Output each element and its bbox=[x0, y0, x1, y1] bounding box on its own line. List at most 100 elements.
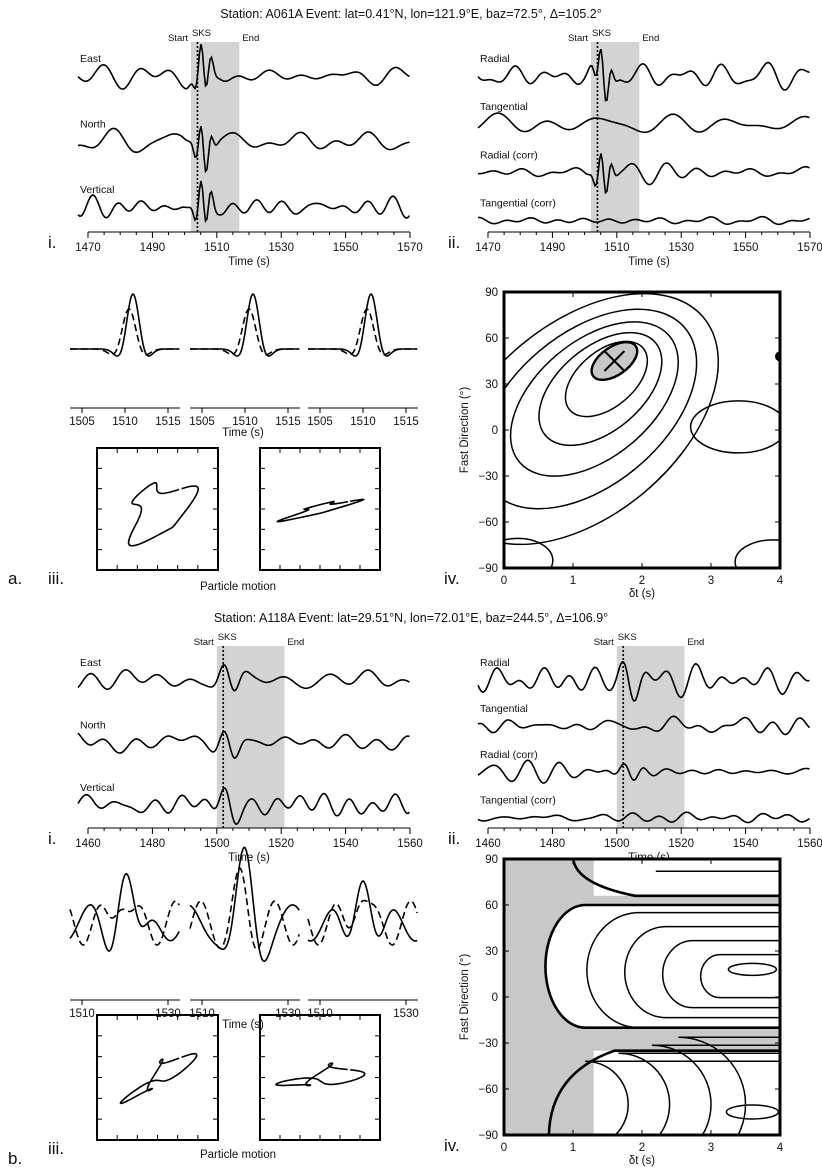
contour bbox=[725, 1104, 780, 1120]
channel-label: Vertical bbox=[80, 782, 114, 794]
waveform-comparison-3: 1505 1510 1515 bbox=[307, 293, 419, 428]
contour bbox=[572, 859, 780, 898]
tick-label: 1510 bbox=[204, 242, 230, 254]
waveform-comparison-1: 1510 1530 bbox=[69, 872, 181, 1020]
waveform-east bbox=[77, 663, 410, 692]
particle-motion-frame bbox=[96, 447, 219, 571]
waveform-radial-corr bbox=[477, 759, 810, 784]
y-tick-label: 30 bbox=[485, 946, 498, 958]
tick-label: 1510 bbox=[112, 416, 138, 428]
tick-label: 1460 bbox=[475, 838, 501, 850]
tick-label: 1540 bbox=[333, 838, 359, 850]
phase-label: SKS bbox=[218, 632, 237, 643]
y-tick-label: −90 bbox=[478, 563, 498, 575]
waveform-comparison-2: 1505 1510 1515 bbox=[189, 293, 301, 428]
contour bbox=[618, 1052, 780, 1135]
particle-motion-path bbox=[127, 481, 200, 547]
tick-label: 1470 bbox=[75, 242, 101, 254]
waveform-tangential-corr bbox=[477, 215, 810, 226]
waveform-comparison-3: 1510 1530 bbox=[307, 880, 419, 1020]
sub-panel-label: iv. bbox=[444, 569, 460, 588]
channel-label: North bbox=[80, 119, 106, 131]
x-axis-label: δt (s) bbox=[629, 588, 655, 600]
tick-label: 1550 bbox=[333, 242, 359, 254]
y-tick-label: 90 bbox=[485, 287, 498, 299]
channel-label: North bbox=[80, 719, 106, 731]
window-start-label: Start bbox=[594, 637, 614, 648]
waveform-fast bbox=[189, 846, 300, 963]
y-tick-label: 0 bbox=[492, 425, 498, 437]
x-axis-label: Time (s) bbox=[228, 852, 270, 864]
contour bbox=[547, 1049, 780, 1135]
sub-panel-label: ii. bbox=[448, 829, 460, 848]
x-tick-label: 1 bbox=[570, 1142, 576, 1154]
y-tick-label: 0 bbox=[492, 992, 498, 1004]
y-tick-label: −90 bbox=[478, 1130, 498, 1142]
analysis-window bbox=[591, 42, 640, 232]
tick-label: 1510 bbox=[232, 416, 258, 428]
contour-lobe bbox=[593, 1050, 780, 1135]
contour-lines bbox=[504, 292, 780, 568]
tick-label: 1520 bbox=[268, 838, 294, 850]
contour bbox=[623, 925, 780, 1019]
y-axis-label: Fast Direction (°) bbox=[459, 387, 471, 474]
waveform-slow bbox=[69, 900, 180, 946]
particle-motion-path bbox=[274, 1062, 366, 1087]
x-tick-label: 0 bbox=[501, 1142, 507, 1154]
waveform-fast bbox=[308, 293, 418, 357]
x-tick-label: 2 bbox=[639, 575, 645, 587]
phase-label: SKS bbox=[192, 28, 211, 39]
particle-motion-path bbox=[276, 498, 366, 523]
channel-label: Radial (corr) bbox=[480, 149, 538, 161]
tick-label: 1515 bbox=[155, 416, 181, 428]
y-tick-label: 30 bbox=[485, 379, 498, 391]
tick-label: 1550 bbox=[733, 242, 759, 254]
tick-label: 1560 bbox=[397, 838, 423, 850]
particle-motion-plot-1 bbox=[96, 1014, 219, 1141]
contour bbox=[504, 308, 698, 510]
tick-label: 1480 bbox=[540, 838, 566, 850]
contour bbox=[538, 331, 663, 447]
tick-label: 1510 bbox=[69, 1008, 95, 1020]
y-tick-label: −30 bbox=[478, 471, 498, 483]
panel-a-label: a. bbox=[8, 569, 22, 588]
tick-label: 1570 bbox=[797, 242, 822, 254]
window-end-label: End bbox=[642, 33, 659, 44]
contour bbox=[585, 1060, 780, 1135]
panel-a: Station: A061A Event: lat=0.41°N, lon=12… bbox=[8, 7, 602, 588]
contour bbox=[734, 539, 780, 568]
tick-label: 1540 bbox=[733, 838, 759, 850]
tick-label: 1510 bbox=[604, 242, 630, 254]
x-tick-label: 2 bbox=[639, 1142, 645, 1154]
waveform-slow bbox=[307, 899, 418, 946]
contour bbox=[678, 1036, 780, 1135]
tick-label: 1530 bbox=[268, 242, 294, 254]
y-tick-label: −60 bbox=[478, 1084, 498, 1096]
waveform-tangential bbox=[477, 715, 811, 736]
particle-motion-frame bbox=[96, 1014, 219, 1141]
channel-label: Radial bbox=[480, 53, 510, 65]
waveform-slow bbox=[189, 867, 300, 951]
x-axis-label: Time (s) bbox=[228, 256, 270, 268]
waveform-vertical bbox=[77, 787, 410, 825]
tick-label: 1570 bbox=[397, 242, 423, 254]
waveform-tangential bbox=[477, 112, 810, 134]
x-tick-label: 3 bbox=[708, 575, 714, 587]
contour bbox=[661, 939, 780, 1009]
panel-a-title: Station: A061A Event: lat=0.41°N, lon=12… bbox=[220, 7, 601, 21]
particle-motion-frame bbox=[259, 447, 381, 571]
phase-label: SKS bbox=[618, 632, 637, 643]
tick-label: 1490 bbox=[540, 242, 566, 254]
waveform-north bbox=[77, 730, 410, 759]
particle-motion-plot-1 bbox=[96, 447, 219, 571]
best-fit-marker bbox=[603, 350, 626, 372]
contour bbox=[586, 911, 780, 1029]
tick-label: 1515 bbox=[275, 416, 301, 428]
sub-panel-label: iii. bbox=[48, 1139, 64, 1158]
tick-label: 1460 bbox=[75, 838, 101, 850]
tick-label: 1520 bbox=[668, 838, 694, 850]
contour bbox=[504, 537, 554, 568]
x-axis-label: δt (s) bbox=[629, 1155, 655, 1167]
